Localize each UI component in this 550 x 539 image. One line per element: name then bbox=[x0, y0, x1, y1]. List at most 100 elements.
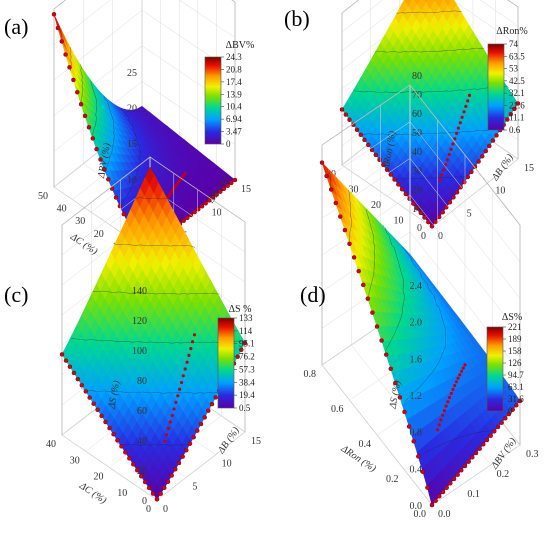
contour-line bbox=[90, 81, 98, 138]
data-point bbox=[467, 93, 472, 97]
data-point bbox=[173, 467, 178, 472]
data-point bbox=[162, 485, 167, 491]
data-point bbox=[416, 454, 421, 459]
data-point bbox=[71, 370, 77, 376]
y-tick-label: 15 bbox=[251, 436, 261, 447]
data-point bbox=[406, 424, 412, 429]
data-point bbox=[388, 366, 394, 372]
data-point bbox=[443, 163, 448, 167]
panel-label: (b) bbox=[284, 6, 310, 31]
y-tick-label: 0.3 bbox=[526, 449, 539, 460]
data-point bbox=[210, 195, 216, 200]
data-point bbox=[94, 146, 99, 152]
data-point bbox=[154, 496, 160, 502]
data-point bbox=[213, 395, 218, 400]
data-point bbox=[451, 142, 455, 146]
data-point bbox=[192, 333, 197, 337]
data-point bbox=[180, 454, 185, 459]
data-point bbox=[146, 485, 152, 491]
colorbar-tick-label: 114 bbox=[239, 326, 253, 336]
z-tick-label: 20 bbox=[137, 466, 147, 477]
contour-line bbox=[353, 85, 510, 93]
colorbar-tick-label: 57.3 bbox=[239, 364, 255, 374]
data-point bbox=[422, 215, 427, 220]
data-point bbox=[177, 179, 182, 183]
data-point bbox=[91, 401, 96, 406]
data-point bbox=[447, 395, 452, 400]
data-point bbox=[512, 106, 517, 112]
z-tick-label: 60 bbox=[137, 406, 147, 417]
data-point bbox=[59, 39, 65, 44]
data-point bbox=[176, 460, 182, 466]
data-point bbox=[366, 142, 371, 148]
z-axis-label: ΔS (%) bbox=[387, 379, 403, 410]
data-point bbox=[418, 210, 424, 216]
z-tick-label: 40 bbox=[412, 147, 422, 158]
data-point bbox=[83, 389, 89, 394]
x-tick-label: 30 bbox=[70, 455, 80, 466]
surface bbox=[53, 14, 236, 251]
chart-panel-1: 051015202501020304050051015ΔBV (%)ΔC (%)… bbox=[4, 0, 254, 265]
data-point bbox=[106, 177, 111, 182]
z-tick-label: 80 bbox=[412, 71, 422, 82]
data-point bbox=[374, 324, 380, 329]
z-tick-label: 80 bbox=[137, 376, 147, 387]
data-point bbox=[440, 209, 446, 215]
data-point bbox=[218, 189, 223, 194]
colorbar-tick-label: 6.94 bbox=[226, 114, 242, 124]
data-point bbox=[163, 439, 167, 443]
data-point bbox=[505, 117, 510, 122]
colorbar: ΔS %133 114 95.1 76.2 57.3 38.4 19.4 0.5 bbox=[217, 304, 255, 413]
data-point bbox=[466, 459, 471, 464]
colorbar-gradient bbox=[204, 56, 222, 145]
data-point bbox=[71, 77, 76, 83]
contour-line bbox=[384, 227, 405, 352]
data-point bbox=[414, 206, 420, 211]
data-point bbox=[440, 489, 446, 495]
data-point bbox=[503, 416, 508, 421]
data-point bbox=[195, 428, 200, 433]
data-point bbox=[456, 126, 460, 130]
data-point bbox=[473, 450, 479, 456]
data-point bbox=[458, 121, 462, 125]
data-point bbox=[396, 182, 401, 187]
x-tick-label: 0.6 bbox=[331, 404, 344, 415]
data-point bbox=[202, 415, 207, 420]
data-point bbox=[209, 401, 215, 407]
data-point bbox=[437, 494, 442, 499]
data-point bbox=[51, 12, 57, 17]
data-point bbox=[439, 418, 443, 422]
data-point bbox=[174, 400, 178, 404]
z-tick-label: 20 bbox=[412, 185, 422, 196]
x-tick-label: 20 bbox=[94, 229, 104, 240]
colorbar-tick-label: 38.4 bbox=[239, 377, 255, 387]
data-point bbox=[181, 218, 186, 224]
data-point bbox=[472, 164, 478, 169]
data-point bbox=[437, 423, 441, 427]
colorbar-tick-label: 221 bbox=[508, 322, 522, 332]
data-point bbox=[229, 180, 234, 186]
data-point bbox=[455, 472, 460, 477]
contour-line bbox=[391, 176, 468, 180]
data-point bbox=[455, 131, 459, 135]
data-point bbox=[449, 147, 453, 151]
panel-label: (d) bbox=[300, 282, 326, 307]
data-point bbox=[508, 111, 514, 117]
data-point bbox=[433, 498, 438, 503]
y-tick-label: 15 bbox=[241, 184, 251, 195]
data-point bbox=[63, 358, 69, 363]
data-point bbox=[333, 200, 339, 206]
contour-line bbox=[116, 442, 190, 446]
data-point bbox=[453, 137, 457, 141]
data-point bbox=[169, 473, 174, 478]
data-point bbox=[499, 420, 504, 425]
surface bbox=[341, 0, 519, 227]
colorbar-gradient bbox=[486, 326, 504, 412]
data-point bbox=[214, 192, 219, 197]
data-point bbox=[198, 421, 204, 427]
data-point bbox=[462, 179, 467, 185]
data-point bbox=[481, 442, 486, 447]
z-tick-label: 0 bbox=[417, 223, 422, 234]
data-point bbox=[442, 409, 446, 413]
